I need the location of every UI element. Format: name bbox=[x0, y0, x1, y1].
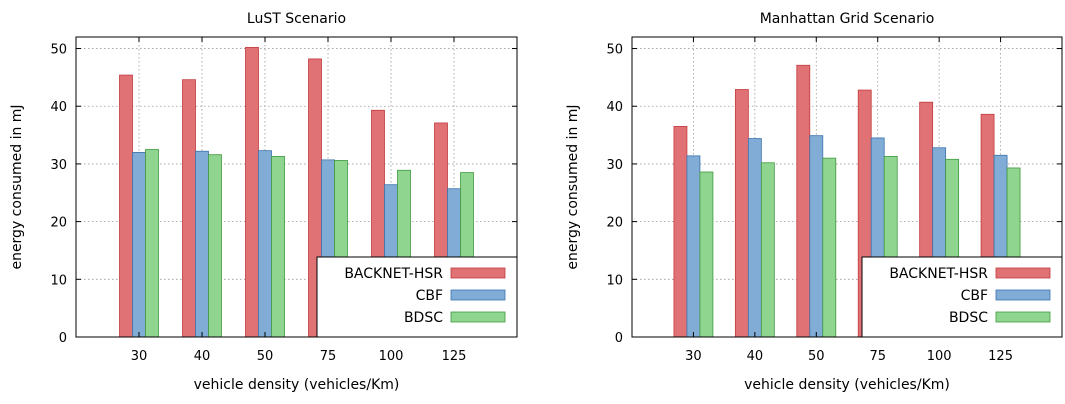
y-tick-label: 20 bbox=[606, 216, 623, 231]
legend-swatch bbox=[995, 311, 1051, 323]
legend-label: CBF bbox=[416, 288, 443, 304]
bar bbox=[809, 135, 824, 338]
x-tick-label: 125 bbox=[988, 349, 1013, 364]
bar bbox=[699, 171, 714, 338]
bar bbox=[271, 156, 285, 338]
chart-lust: LuST Scenario vehicle density (vehicles/… bbox=[9, 11, 518, 393]
bar bbox=[208, 154, 222, 338]
x-tick-label: 30 bbox=[131, 349, 148, 364]
y-tick-label: 50 bbox=[50, 43, 67, 58]
axis-ticks: 0 10 20 30 40 50 30 40 50 75 100 125 bbox=[606, 37, 1062, 364]
x-tick-label: 75 bbox=[320, 349, 337, 364]
chart-title: LuST Scenario bbox=[247, 11, 346, 27]
legend-label: CBF bbox=[961, 288, 988, 304]
y-tick-label: 10 bbox=[50, 273, 67, 288]
bar bbox=[258, 150, 272, 338]
x-tick-label: 40 bbox=[747, 349, 764, 364]
legend-swatch bbox=[995, 267, 1051, 279]
legend-swatch bbox=[450, 311, 506, 323]
y-tick-label: 30 bbox=[606, 158, 623, 173]
x-axis-label: vehicle density (vehicles/Km) bbox=[744, 377, 950, 393]
legend-label: BACKNET-HSR bbox=[889, 266, 988, 282]
x-tick-label: 50 bbox=[257, 349, 274, 364]
bar bbox=[822, 157, 837, 338]
plot-frame bbox=[631, 36, 1063, 338]
y-tick-label: 40 bbox=[50, 100, 67, 115]
bar bbox=[182, 79, 196, 338]
x-tick-label: 125 bbox=[442, 349, 467, 364]
x-tick-label: 30 bbox=[685, 349, 702, 364]
y-tick-label: 0 bbox=[615, 331, 623, 346]
bar bbox=[734, 89, 749, 338]
x-tick-label: 100 bbox=[927, 349, 952, 364]
y-tick-label: 10 bbox=[606, 273, 623, 288]
x-tick-label: 75 bbox=[869, 349, 886, 364]
bar bbox=[132, 151, 146, 338]
legend-swatch bbox=[450, 267, 506, 279]
bar bbox=[760, 162, 775, 338]
y-tick-label: 0 bbox=[59, 331, 67, 346]
x-tick-label: 100 bbox=[379, 349, 404, 364]
legend: BACKNET-HSR CBF BDSC bbox=[316, 256, 518, 338]
bar bbox=[796, 64, 811, 338]
legend-label: BACKNET-HSR bbox=[344, 266, 443, 282]
legend-swatch bbox=[450, 289, 506, 301]
chart-title: Manhattan Grid Scenario bbox=[760, 11, 935, 27]
bar bbox=[119, 74, 133, 338]
y-tick-label: 20 bbox=[50, 216, 67, 231]
x-tick-label: 40 bbox=[194, 349, 211, 364]
bar bbox=[195, 150, 209, 338]
y-axis-label: energy consumed in mJ bbox=[9, 104, 25, 269]
bar bbox=[747, 138, 762, 338]
bar bbox=[673, 126, 688, 338]
bar bbox=[686, 155, 701, 338]
y-axis-label: energy consumed in mJ bbox=[565, 104, 581, 269]
y-tick-label: 50 bbox=[606, 43, 623, 58]
x-axis-label: vehicle density (vehicles/Km) bbox=[194, 377, 400, 393]
legend-swatch bbox=[995, 289, 1051, 301]
bar bbox=[245, 46, 259, 338]
y-tick-label: 30 bbox=[50, 158, 67, 173]
plot-frame bbox=[75, 36, 518, 338]
legend: BACKNET-HSR CBF BDSC bbox=[861, 256, 1063, 338]
legend-label: BDSC bbox=[949, 310, 988, 326]
x-tick-label: 50 bbox=[808, 349, 825, 364]
legend-label: BDSC bbox=[404, 310, 443, 326]
bar bbox=[145, 149, 159, 338]
y-tick-label: 40 bbox=[606, 100, 623, 115]
axis-ticks: 0 10 20 30 40 50 30 40 50 75 100 125 bbox=[50, 37, 517, 364]
chart-manhattan: Manhattan Grid Scenario vehicle density … bbox=[565, 11, 1063, 393]
